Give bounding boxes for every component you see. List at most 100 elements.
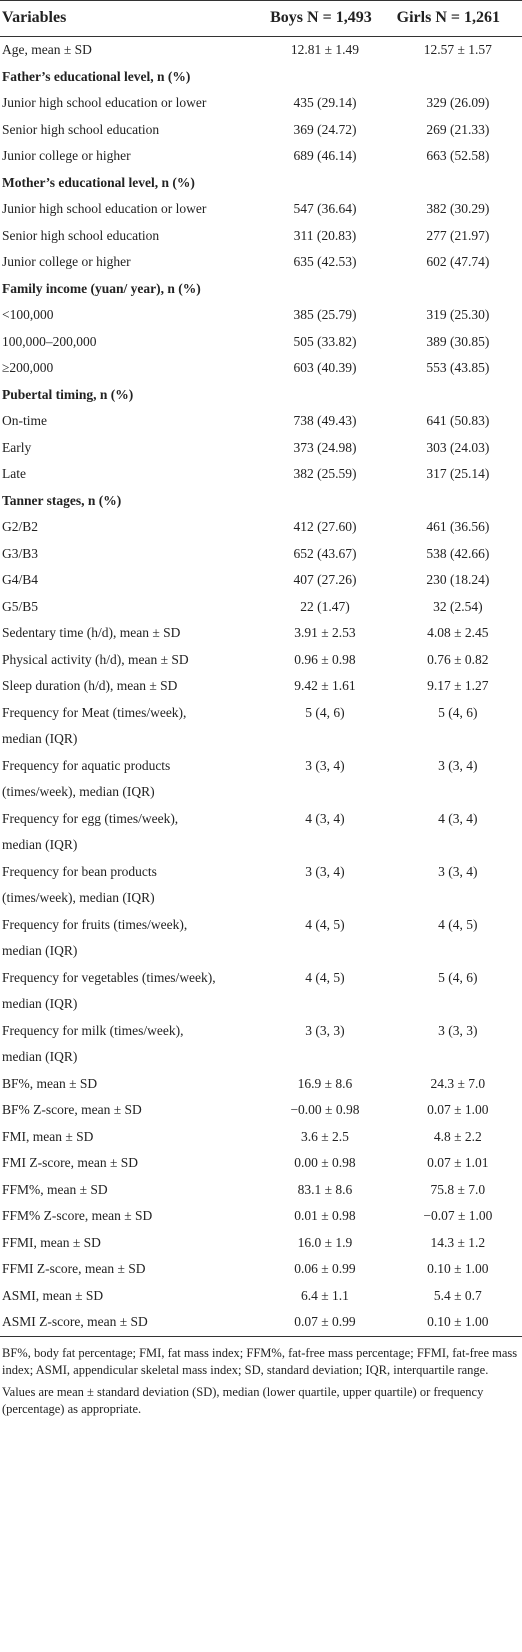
data-row: FMI Z-score, mean ± SD 0.00 ± 0.98 0.07 ± … bbox=[0, 1150, 522, 1177]
data-row: FFMI, mean ± SD 16.0 ± 1.9 14.3 ± 1.2 bbox=[0, 1230, 522, 1257]
section-label: Father’s educational level, n (%) bbox=[2, 68, 191, 84]
section-label: Mother’s educational level, n (%) bbox=[2, 174, 195, 190]
cell-value: 382 (25.59) bbox=[293, 466, 357, 481]
cell-value: 4 (3, 4) bbox=[438, 810, 478, 826]
data-row: FFM% Z-score, mean ± SD 0.01 ± 0.98 −0.07 … bbox=[0, 1203, 522, 1230]
row-label: G3/B3 bbox=[2, 545, 39, 561]
cell-value: 16.9 ± 8.6 bbox=[297, 1075, 353, 1091]
cell-value: 3.6 ± 2.5 bbox=[301, 1128, 349, 1144]
section-label: Tanner stages, n (%) bbox=[2, 492, 122, 508]
row-label: ASMI Z-score, mean ± SD bbox=[2, 1314, 148, 1329]
row-label: FFMI, mean ± SD bbox=[2, 1234, 101, 1250]
cell-value: 230 (18.24) bbox=[426, 572, 490, 587]
cell-value: 3 (3, 3) bbox=[438, 1022, 478, 1038]
cell-value: 269 (21.33) bbox=[426, 121, 490, 137]
data-row: Frequency for Meat (times/week), median … bbox=[0, 700, 522, 753]
data-row: Early 373 (24.98) 303 (24.03) bbox=[0, 435, 522, 462]
header-cell: Boys N = 1,493 bbox=[256, 0, 394, 37]
cell-value: 3 (3, 4) bbox=[438, 757, 478, 773]
cell-value: 373 (24.98) bbox=[293, 439, 357, 455]
cell-value: 382 (30.29) bbox=[426, 201, 490, 216]
row-label: BF% Z-score, mean ± SD bbox=[2, 1102, 142, 1117]
cell-value: 0.00 ± 0.98 bbox=[294, 1155, 356, 1170]
cell-value: 277 (21.97) bbox=[426, 227, 490, 243]
row-label: <100,000 bbox=[2, 307, 54, 322]
cell-value: 303 (24.03) bbox=[426, 439, 490, 455]
row-label: FMI, mean ± SD bbox=[2, 1128, 94, 1144]
cell-value: 311 (20.83) bbox=[293, 227, 357, 243]
row-label: Frequency for egg (times/week), median (… bbox=[2, 810, 179, 853]
cell-value: 75.8 ± 7.0 bbox=[430, 1181, 486, 1197]
cell-value: 0.76 ± 0.82 bbox=[427, 651, 489, 667]
cell-value: 0.01 ± 0.98 bbox=[294, 1208, 356, 1223]
data-row: Frequency for egg (times/week), median (… bbox=[0, 806, 522, 859]
cell-value: 553 (43.85) bbox=[426, 360, 490, 375]
section-row: Tanner stages, n (%) bbox=[0, 488, 522, 515]
row-label: Frequency for Meat (times/week), median … bbox=[2, 704, 187, 747]
row-label: Age, mean ± SD bbox=[2, 42, 92, 57]
cell-value: 0.07 ± 1.00 bbox=[427, 1102, 489, 1117]
data-row: Late 382 (25.59) 317 (25.14) bbox=[0, 461, 522, 488]
cell-value: 5 (4, 6) bbox=[438, 704, 478, 720]
row-label: FMI Z-score, mean ± SD bbox=[2, 1155, 139, 1170]
cell-value: 389 (30.85) bbox=[426, 333, 490, 349]
row-label: Junior college or higher bbox=[2, 254, 131, 269]
row-label: Junior high school education or lower bbox=[2, 201, 207, 216]
section-row: Father’s educational level, n (%) bbox=[0, 64, 522, 91]
row-label: Frequency for fruits (times/week), media… bbox=[2, 916, 188, 959]
cell-value: 412 (27.60) bbox=[293, 519, 357, 534]
data-row: G4/B4 407 (27.26) 230 (18.24) bbox=[0, 567, 522, 594]
cell-value: 317 (25.14) bbox=[426, 466, 490, 481]
footnotes: BF%, body fat percentage; FMI, fat mass … bbox=[0, 1337, 522, 1418]
cell-value: 603 (40.39) bbox=[293, 360, 357, 375]
cell-value: 635 (42.53) bbox=[293, 254, 357, 269]
cell-value: −0.00 ± 0.98 bbox=[290, 1102, 360, 1117]
row-label: Senior high school education bbox=[2, 227, 160, 243]
data-row: BF%, mean ± SD 16.9 ± 8.6 24.3 ± 7.0 bbox=[0, 1071, 522, 1098]
row-label: Junior college or higher bbox=[2, 148, 131, 163]
row-label: ≥200,000 bbox=[2, 360, 54, 375]
cell-value: 505 (33.82) bbox=[293, 333, 357, 349]
row-label: Frequency for aquatic products (times/we… bbox=[2, 757, 171, 800]
section-row: Mother’s educational level, n (%) bbox=[0, 170, 522, 197]
data-row: Physical activity (h/d), mean ± SD 0.96 ±… bbox=[0, 647, 522, 674]
row-label: Frequency for vegetables (times/week), m… bbox=[2, 969, 216, 1012]
row-label: FFMI Z-score, mean ± SD bbox=[2, 1261, 146, 1276]
cell-value: 538 (42.66) bbox=[426, 545, 490, 561]
data-row: Frequency for fruits (times/week), media… bbox=[0, 912, 522, 965]
row-label: Junior high school education or lower bbox=[2, 95, 207, 110]
row-label: Late bbox=[2, 466, 26, 481]
cell-value: 32 (2.54) bbox=[433, 598, 483, 614]
data-row: G2/B2 412 (27.60) 461 (36.56) bbox=[0, 514, 522, 541]
row-label: G5/B5 bbox=[2, 598, 39, 614]
data-row: On-time 738 (49.43) 641 (50.83) bbox=[0, 408, 522, 435]
cell-value: 663 (52.58) bbox=[426, 148, 490, 163]
cell-value: 0.07 ± 0.99 bbox=[294, 1314, 356, 1329]
data-row: Frequency for bean products (times/week)… bbox=[0, 859, 522, 912]
data-table: Variables Boys N = 1,493 Girls N = 1,261… bbox=[0, 0, 522, 1337]
cell-value: 4.08 ± 2.45 bbox=[427, 625, 489, 640]
cell-value: 3 (3, 4) bbox=[305, 863, 345, 879]
row-label: Sleep duration (h/d), mean ± SD bbox=[2, 678, 178, 693]
cell-value: 3 (3, 4) bbox=[438, 863, 478, 879]
section-row: Pubertal timing, n (%) bbox=[0, 382, 522, 409]
section-label: Pubertal timing, n (%) bbox=[2, 386, 134, 402]
cell-value: 9.42 ± 1.61 bbox=[294, 678, 356, 693]
footnote: Values are mean ± standard deviation (SD… bbox=[2, 1384, 484, 1416]
cell-value: 3.91 ± 2.53 bbox=[294, 625, 356, 640]
data-row: Senior high school education 369 (24.72) 2… bbox=[0, 117, 522, 144]
row-label: Physical activity (h/d), mean ± SD bbox=[2, 651, 189, 667]
cell-value: 0.07 ± 1.01 bbox=[427, 1155, 489, 1170]
row-label: G4/B4 bbox=[2, 572, 39, 587]
cell-value: 22 (1.47) bbox=[300, 598, 350, 614]
row-label: FFM% Z-score, mean ± SD bbox=[2, 1208, 153, 1223]
cell-value: 547 (36.64) bbox=[293, 201, 357, 216]
cell-value: 4 (4, 5) bbox=[438, 916, 478, 932]
row-label: BF%, mean ± SD bbox=[2, 1075, 98, 1091]
cell-value: 6.4 ± 1.1 bbox=[301, 1287, 349, 1303]
cell-value: 689 (46.14) bbox=[293, 148, 357, 163]
data-row: Frequency for milk (times/week), median … bbox=[0, 1018, 522, 1071]
data-row: FFMI Z-score, mean ± SD 0.06 ± 0.99 0.10 ±… bbox=[0, 1256, 522, 1283]
cell-value: 3 (3, 3) bbox=[305, 1022, 345, 1038]
